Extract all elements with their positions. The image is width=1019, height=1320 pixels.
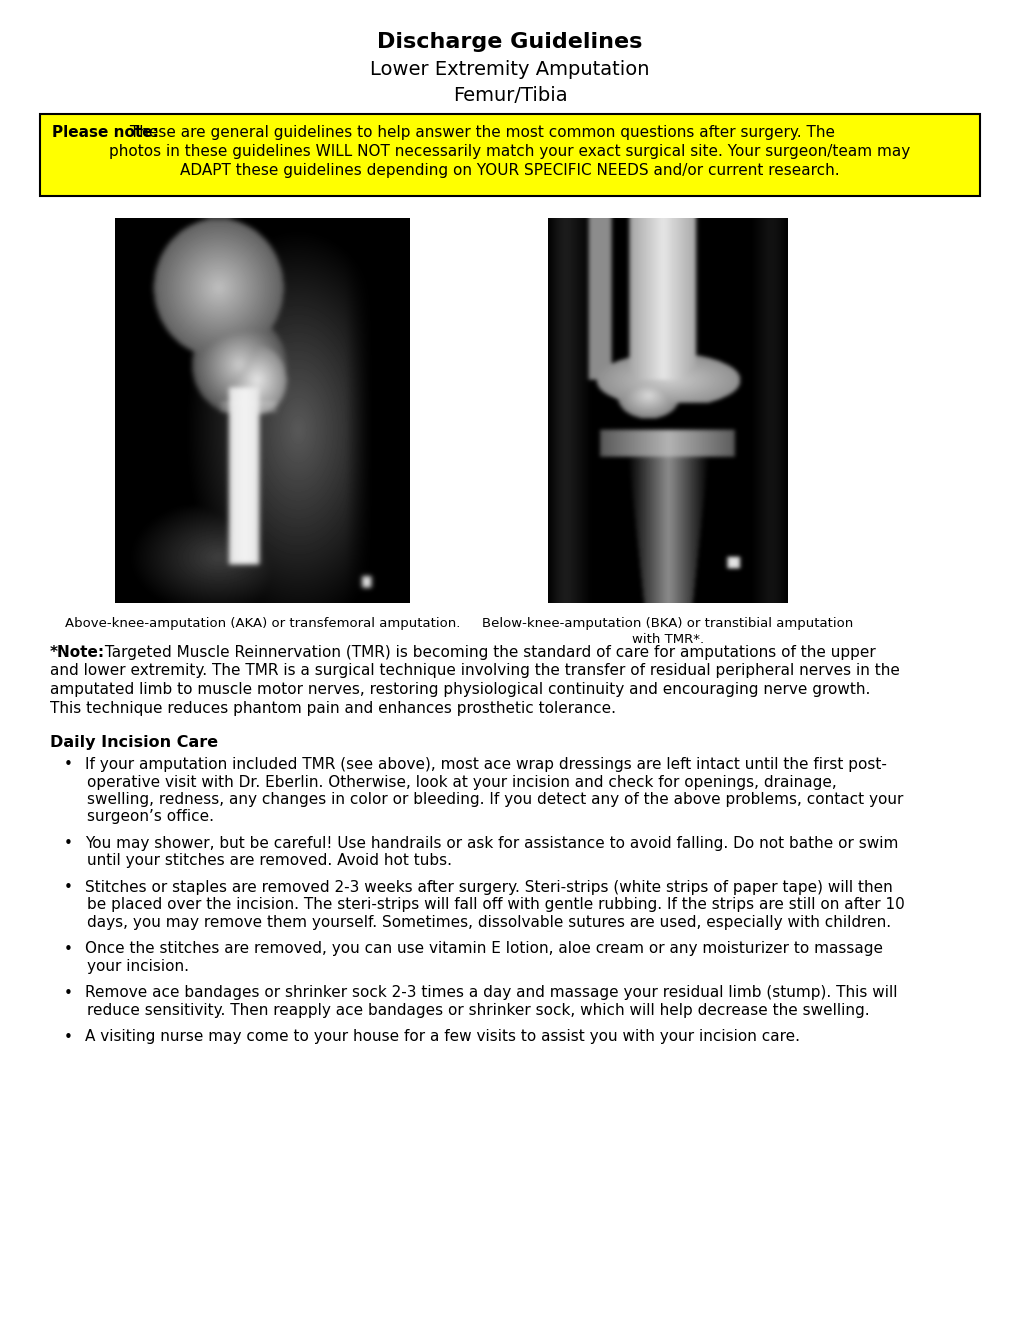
Text: your incision.: your incision. [87, 960, 189, 974]
Text: *Note:: *Note: [50, 645, 105, 660]
Text: and lower extremity. The TMR is a surgical technique involving the transfer of r: and lower extremity. The TMR is a surgic… [50, 664, 899, 678]
Text: Please note:: Please note: [52, 125, 159, 140]
Text: with TMR*.: with TMR*. [632, 634, 703, 645]
FancyBboxPatch shape [547, 218, 788, 603]
Text: Discharge Guidelines: Discharge Guidelines [377, 32, 642, 51]
Text: •: • [63, 836, 72, 851]
Text: If your amputation included TMR (see above), most ace wrap dressings are left in: If your amputation included TMR (see abo… [85, 756, 886, 772]
Text: Daily Incision Care: Daily Incision Care [50, 735, 218, 750]
Text: ADAPT these guidelines depending on YOUR SPECIFIC NEEDS and/or current research.: ADAPT these guidelines depending on YOUR… [180, 162, 839, 178]
Text: until your stitches are removed. Avoid hot tubs.: until your stitches are removed. Avoid h… [87, 854, 451, 869]
Text: This technique reduces phantom pain and enhances prosthetic tolerance.: This technique reduces phantom pain and … [50, 701, 615, 715]
Text: reduce sensitivity. Then reapply ace bandages or shrinker sock, which will help : reduce sensitivity. Then reapply ace ban… [87, 1003, 869, 1018]
Text: Once the stitches are removed, you can use vitamin E lotion, aloe cream or any m: Once the stitches are removed, you can u… [85, 941, 882, 957]
Text: amputated limb to muscle motor nerves, restoring physiological continuity and en: amputated limb to muscle motor nerves, r… [50, 682, 869, 697]
Text: operative visit with Dr. Eberlin. Otherwise, look at your incision and check for: operative visit with Dr. Eberlin. Otherw… [87, 775, 836, 789]
Text: •: • [63, 880, 72, 895]
Text: •: • [63, 941, 72, 957]
Text: Remove ace bandages or shrinker sock 2-3 times a day and massage your residual l: Remove ace bandages or shrinker sock 2-3… [85, 986, 897, 1001]
Text: days, you may remove them yourself. Sometimes, dissolvable sutures are used, esp: days, you may remove them yourself. Some… [87, 915, 891, 931]
Text: Lower Extremity Amputation: Lower Extremity Amputation [370, 59, 649, 79]
Text: Below-knee-amputation (BKA) or transtibial amputation: Below-knee-amputation (BKA) or transtibi… [482, 616, 853, 630]
Text: photos in these guidelines WILL NOT necessarily match your exact surgical site. : photos in these guidelines WILL NOT nece… [109, 144, 910, 158]
Text: surgeon’s office.: surgeon’s office. [87, 809, 214, 825]
Text: Stitches or staples are removed 2-3 weeks after surgery. Steri-strips (white str: Stitches or staples are removed 2-3 week… [85, 880, 892, 895]
Text: •: • [63, 986, 72, 1001]
Text: A visiting nurse may come to your house for a few visits to assist you with your: A visiting nurse may come to your house … [85, 1030, 799, 1044]
Text: You may shower, but be careful! Use handrails or ask for assistance to avoid fal: You may shower, but be careful! Use hand… [85, 836, 898, 851]
Text: Above-knee-amputation (AKA) or transfemoral amputation.: Above-knee-amputation (AKA) or transfemo… [65, 616, 460, 630]
FancyBboxPatch shape [115, 218, 410, 603]
FancyBboxPatch shape [40, 114, 979, 195]
Text: •: • [63, 1030, 72, 1044]
Text: •: • [63, 756, 72, 772]
Text: Femur/Tibia: Femur/Tibia [452, 86, 567, 106]
Text: Targeted Muscle Reinnervation (TMR) is becoming the standard of care for amputat: Targeted Muscle Reinnervation (TMR) is b… [100, 645, 875, 660]
Text: These are general guidelines to help answer the most common questions after surg: These are general guidelines to help ans… [125, 125, 835, 140]
Text: swelling, redness, any changes in color or bleeding. If you detect any of the ab: swelling, redness, any changes in color … [87, 792, 903, 807]
Text: be placed over the incision. The steri-strips will fall off with gentle rubbing.: be placed over the incision. The steri-s… [87, 898, 904, 912]
